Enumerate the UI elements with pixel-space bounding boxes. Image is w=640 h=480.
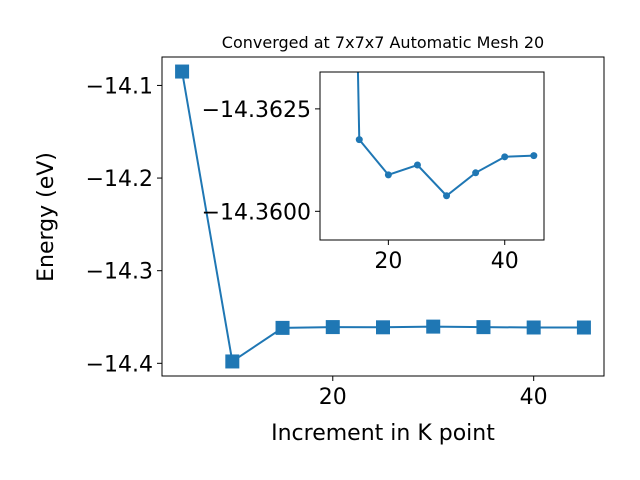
data-point <box>384 171 392 179</box>
x-tick-label: 40 <box>491 249 519 274</box>
data-point <box>530 152 538 160</box>
x-tick-label: 40 <box>520 385 548 410</box>
y-tick-label: −14.3 <box>86 260 153 285</box>
data-point <box>443 192 451 200</box>
data-point <box>426 319 441 334</box>
y-tick-label: −14.3600 <box>202 200 311 225</box>
y-tick-label: −14.3625 <box>202 98 311 123</box>
data-point <box>501 153 509 161</box>
x-tick-label: 20 <box>319 385 347 410</box>
data-point <box>576 320 591 335</box>
plot-area <box>175 64 591 369</box>
y-tick-label: −14.1 <box>86 74 153 99</box>
y-axis-label: Energy (eV) <box>34 152 59 282</box>
data-point <box>355 136 363 144</box>
y-tick-label: −14.4 <box>86 352 153 377</box>
data-line <box>356 72 534 198</box>
data-point <box>175 64 190 79</box>
data-point <box>472 169 480 177</box>
data-point <box>225 354 240 369</box>
y-tick-label: −14.2 <box>86 167 153 192</box>
data-point <box>476 320 491 335</box>
data-point <box>275 320 290 335</box>
data-point <box>325 320 340 335</box>
x-axis-label: Increment in K point <box>271 421 495 446</box>
plot-area <box>355 72 538 200</box>
data-point <box>376 320 390 335</box>
axes-frame <box>161 56 605 377</box>
x-tick-label: 20 <box>374 249 402 274</box>
chart-title: Converged at 7x7x7 Automatic Mesh 20 <box>222 33 544 52</box>
axes-frame <box>319 71 545 241</box>
data-point <box>413 161 421 169</box>
data-point <box>526 320 541 335</box>
